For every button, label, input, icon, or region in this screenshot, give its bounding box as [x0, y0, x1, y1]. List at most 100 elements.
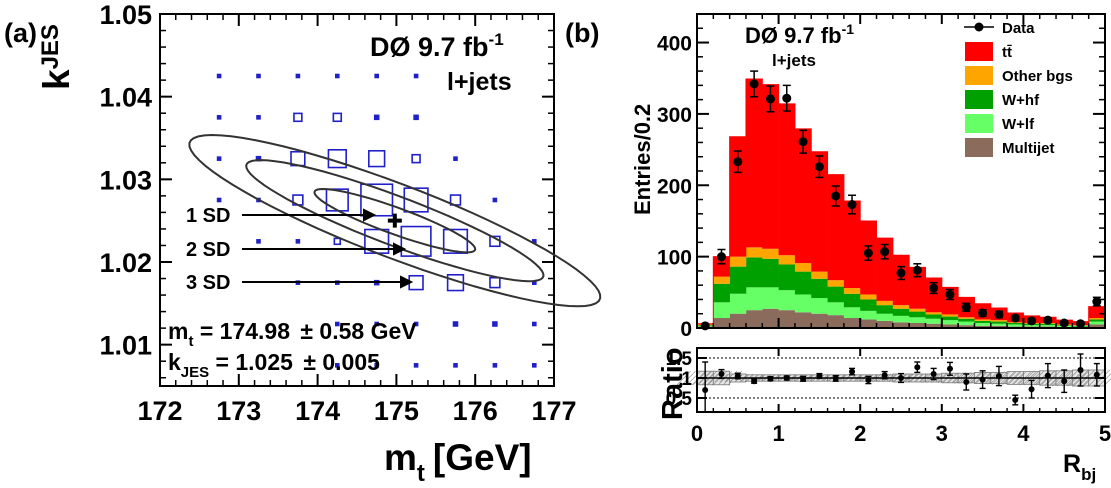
bar-w+lf [909, 317, 926, 324]
cell-5 [413, 73, 419, 79]
data-point [929, 283, 939, 293]
data-point [1059, 318, 1069, 328]
bar-multijet [876, 320, 894, 328]
legend-data-marker [974, 22, 984, 32]
bar-w+lf [990, 323, 1008, 326]
bar-tt [745, 78, 763, 248]
cell-4 [374, 73, 380, 79]
legend-label: Multijet [1002, 140, 1055, 157]
cell-51 [453, 363, 458, 368]
data-point [847, 200, 857, 210]
sd-label-3: 3 SD [186, 272, 230, 294]
bar-otherbgs [713, 276, 730, 284]
ratio-point [849, 368, 856, 375]
bar-w+lf [713, 302, 730, 319]
data-point [912, 265, 922, 275]
best-fit-marker [387, 213, 402, 228]
ratio-x-tick-label: 4 [1017, 421, 1030, 446]
data-point [880, 247, 890, 257]
cell-53 [531, 363, 537, 368]
bar-multijet [990, 325, 1008, 328]
a-y-tick-label: 1.02 [99, 248, 152, 278]
bar-w+lf [1007, 324, 1024, 327]
bar-w+hf [811, 278, 828, 299]
bar-w+lf [892, 315, 910, 323]
data-point [700, 321, 710, 331]
ratio-band-hatch [681, 370, 696, 386]
bar-otherbgs [843, 288, 861, 294]
ratio-point [1061, 378, 1068, 385]
bar-tt [762, 84, 779, 249]
cell-46 [492, 321, 498, 327]
cell-7 [256, 115, 261, 120]
bar-multijet [762, 308, 779, 328]
a-y-tick-label: 1.03 [99, 165, 152, 195]
panel-a-subtitle: l+jets [447, 68, 512, 96]
ratio-y-label: Ratio [657, 348, 689, 421]
cell-16 [368, 149, 386, 168]
bar-w+hf [892, 308, 910, 316]
ratio-band-hatch [1103, 378, 1111, 387]
data-point [798, 137, 808, 147]
ratio-y-tick-label: 0.5 [666, 389, 693, 410]
bar-multijet [794, 312, 812, 328]
ratio-band-hatch [676, 370, 691, 386]
cell-2 [295, 73, 301, 79]
ratio-band-hatch [686, 370, 701, 386]
bar-otherbgs [778, 255, 796, 265]
data-point [1010, 313, 1020, 323]
cell-43 [374, 321, 380, 327]
a-y-tick-label: 1.01 [99, 331, 152, 361]
data-point [994, 309, 1004, 319]
cell-48 [334, 363, 340, 368]
a-y-tick-label: 1.05 [99, 0, 152, 30]
legend-swatch [965, 66, 993, 85]
ratio-point [1077, 367, 1084, 373]
bar-w+lf [794, 294, 812, 313]
cell-42 [334, 321, 340, 327]
bar-w+hf [762, 258, 779, 288]
cell-23 [360, 183, 394, 217]
bar-multijet [729, 313, 747, 328]
bar-w+hf [778, 264, 796, 291]
ratio-point [1012, 397, 1019, 403]
ratio-point [800, 375, 807, 382]
panel-b-x-label: Rbj [1063, 450, 1096, 484]
data-point [1092, 297, 1102, 307]
bar-w+hf [974, 320, 992, 324]
legend-label: W+hf [1002, 92, 1040, 109]
bar-otherbgs [827, 280, 845, 287]
ratio-x-tick-label: 2 [854, 421, 866, 446]
sd-arrows [242, 208, 414, 289]
bar-multijet [958, 325, 975, 328]
bar-w+hf [925, 314, 943, 319]
data-point [733, 157, 743, 167]
panel-b-legend: Data tt̄ Other bgs W+hf W+lf Multijet [964, 20, 1073, 157]
a-x-tick-label: 175 [374, 396, 419, 426]
ratio-point [816, 373, 823, 379]
cell-27 [256, 239, 261, 244]
bar-w+lf [974, 323, 992, 326]
a-x-tick-label: 174 [295, 396, 340, 426]
sd-label-2: 2 SD [186, 239, 230, 261]
a-x-tick-label: 177 [531, 396, 576, 426]
ratio-x-ticks: 0 1 2 3 4 5 [691, 348, 1111, 446]
ratio-y-ticks: 0.511.5 [666, 349, 1105, 410]
bar-tt [794, 128, 812, 264]
data-point [1027, 316, 1037, 326]
legend-swatch [965, 90, 993, 109]
panel-b-stack [696, 78, 1106, 328]
bar-otherbgs [811, 271, 828, 279]
result-mt: mt = 174.98 ± 0.58 GeV [168, 318, 417, 350]
ratio-points [702, 353, 1100, 413]
bar-w+hf [843, 293, 861, 308]
cell-17 [411, 153, 421, 164]
bar-w+lf [860, 310, 877, 320]
panel-b-y-label: Entries/0.2 [630, 104, 655, 215]
bar-otherbgs [909, 308, 926, 312]
ratio-point [979, 376, 986, 383]
data-point [716, 252, 726, 262]
bar-w+lf [843, 307, 861, 319]
panel-b-y-ticks: 0 100 200 300 400 [657, 13, 1105, 341]
ratio-point [734, 373, 741, 379]
